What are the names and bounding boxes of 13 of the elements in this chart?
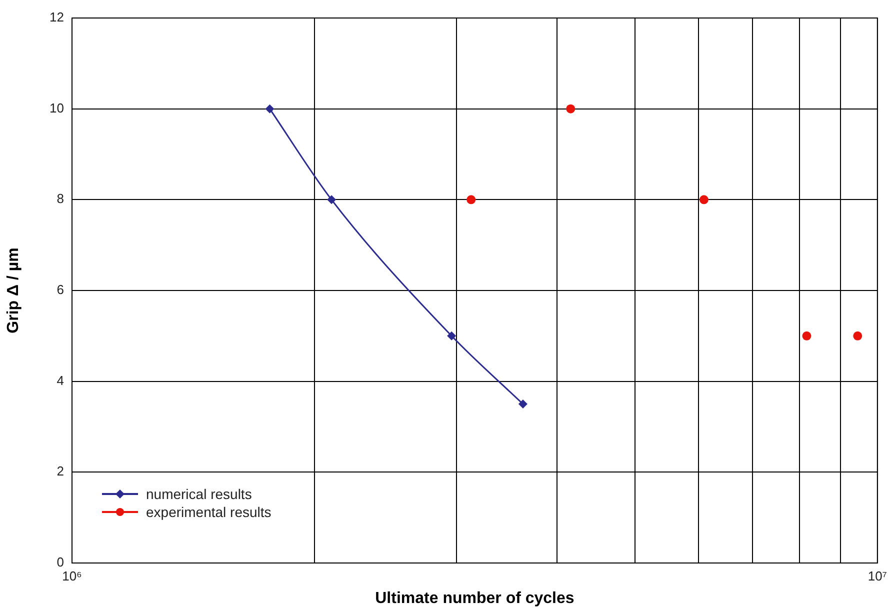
legend-label: numerical results <box>146 486 252 502</box>
legend-label: experimental results <box>146 504 272 520</box>
y-tick-label: 4 <box>56 372 64 388</box>
y-tick-label: 0 <box>56 554 64 570</box>
y-tick-label: 2 <box>56 464 64 479</box>
y-tick-label: 8 <box>56 191 64 206</box>
y-tick-label: 12 <box>50 10 64 25</box>
y-tick-label: 10 <box>50 100 64 116</box>
x-tick-label: 10⁶ <box>62 568 82 584</box>
y-tick-label: 6 <box>56 282 64 298</box>
y-axis-title: Grip Δ / µm <box>5 248 22 334</box>
x-axis-title: Ultimate number of cycles <box>375 590 574 607</box>
x-tick-label: 10⁷ <box>868 568 888 584</box>
